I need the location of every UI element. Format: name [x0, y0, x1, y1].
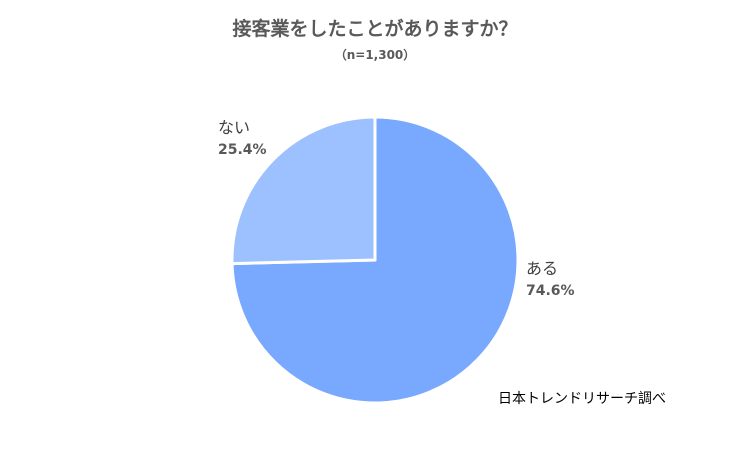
slice-name-nai: ない [218, 118, 251, 137]
slice-name-aru: ある [526, 259, 559, 278]
slice-label-nai: ない 25.4% [218, 117, 267, 161]
slice-value-nai: 25.4% [218, 142, 267, 158]
source-note: 日本トレンドリサーチ調べ [498, 391, 666, 407]
pie-slice-nai [230, 115, 377, 266]
chart-title: 接客業をしたことがありますか？ [232, 18, 518, 40]
slice-value-aru: 74.6% [526, 283, 575, 299]
slice-label-aru: ある 74.6% [526, 258, 575, 302]
chart-subtitle: （n=1,300） [334, 48, 416, 62]
